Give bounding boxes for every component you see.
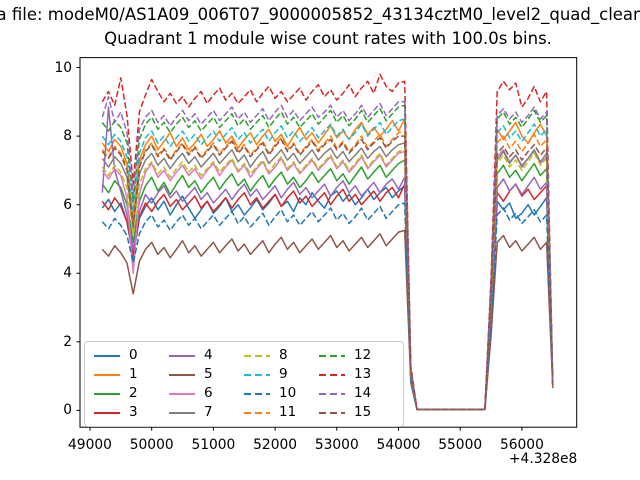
legend-item-7: 7 [169,405,244,420]
y-tick-label-6: 6 [63,196,72,213]
legend-item-8: 8 [244,348,319,363]
legend-label: 7 [204,404,213,420]
x-tick-label-54000: 54000 [376,437,421,453]
legend-line-swatch [169,373,195,376]
legend-grid: 0 1 2 3 4 5 6 7 8 9 10 11 12 13 14 15 [85,342,403,426]
legend-label: 3 [129,404,138,420]
legend-item-4: 4 [169,348,244,363]
series-line-13 [101,73,554,411]
legend-line-swatch [94,411,120,414]
x-tick-label-55000: 55000 [438,437,483,453]
x-tick-label-51000: 51000 [191,437,236,453]
figure-title: a file: modeM0/AS1A09_006T07_9000005852_… [0,5,640,24]
legend-item-14: 14 [319,386,394,401]
y-tick-label-4: 4 [63,265,72,282]
legend-label: 0 [129,347,138,363]
x-tick-label-50000: 50000 [129,437,174,453]
legend-item-11: 11 [244,405,319,420]
legend-line-swatch [319,373,345,376]
legend-item-9: 9 [244,367,319,382]
legend-label: 14 [354,385,372,401]
legend-line-swatch [94,392,120,395]
legend-label: 11 [279,404,297,420]
y-tick-label-2: 2 [63,333,72,350]
legend: 0 1 2 3 4 5 6 7 8 9 10 11 12 13 14 15 [84,341,404,427]
legend-label: 13 [354,366,372,382]
legend-line-swatch [94,354,120,357]
legend-item-0: 0 [94,348,169,363]
legend-item-13: 13 [319,367,394,382]
legend-line-swatch [244,411,270,414]
y-tick-label-8: 8 [63,128,72,145]
legend-label: 10 [279,385,297,401]
legend-line-swatch [319,392,345,395]
legend-item-12: 12 [319,348,394,363]
legend-item-3: 3 [94,405,169,420]
legend-item-2: 2 [94,386,169,401]
legend-line-swatch [319,354,345,357]
legend-label: 1 [129,366,138,382]
x-axis-offset-text: +4.328e8 [509,451,578,467]
legend-label: 12 [354,347,372,363]
legend-label: 4 [204,347,213,363]
legend-line-swatch [244,354,270,357]
legend-item-6: 6 [169,386,244,401]
legend-line-swatch [319,411,345,414]
legend-line-swatch [169,411,195,414]
axes-title: Quadrant 1 module wise count rates with … [104,29,552,48]
series-line-14 [101,95,554,411]
legend-label: 2 [129,385,138,401]
series-line-15 [101,135,554,411]
legend-line-swatch [169,392,195,395]
legend-item-1: 1 [94,367,169,382]
legend-line-swatch [244,392,270,395]
legend-item-5: 5 [169,367,244,382]
legend-item-10: 10 [244,386,319,401]
legend-label: 9 [279,366,288,382]
legend-label: 8 [279,347,288,363]
axes-frame [79,57,578,428]
legend-label: 6 [204,385,213,401]
x-tick-label-52000: 52000 [253,437,298,453]
legend-label: 5 [204,366,213,382]
y-tick-label-10: 10 [54,59,72,76]
legend-label: 15 [354,404,372,420]
legend-line-swatch [169,354,195,357]
y-tick-label-0: 0 [63,402,72,419]
legend-item-15: 15 [319,405,394,420]
legend-line-swatch [94,373,120,376]
x-tick-label-53000: 53000 [314,437,359,453]
x-tick-label-49000: 49000 [68,437,112,453]
x-tick-label-56000: 56000 [499,437,544,453]
legend-line-swatch [244,373,270,376]
